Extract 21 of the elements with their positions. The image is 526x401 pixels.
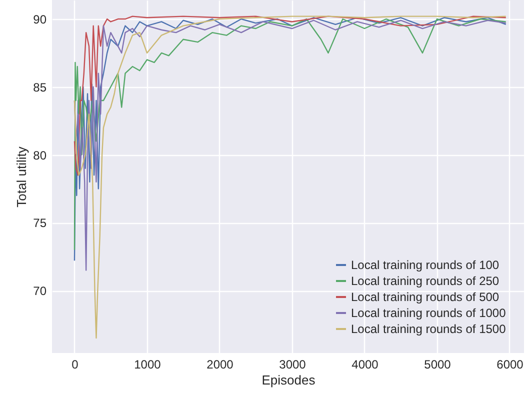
x-tick-label: 4000	[352, 358, 379, 372]
x-tick-label: 1000	[134, 358, 162, 372]
x-axis-title: Episodes	[262, 372, 316, 388]
y-tick-label: 80	[33, 148, 47, 162]
y-tick-label: 90	[33, 12, 47, 27]
y-tick-label: 75	[33, 216, 47, 230]
y-tick-label: 70	[33, 284, 47, 298]
line-series	[74, 16, 506, 176]
y-tick-label: 85	[33, 80, 47, 94]
line-series	[74, 16, 506, 339]
legend-label: Local training rounds of 100	[351, 258, 500, 272]
x-tick-label: 5000	[424, 358, 452, 372]
x-tick-label: 6000	[496, 358, 524, 372]
legend-label: Local training rounds of 1500	[351, 322, 506, 336]
y-axis-title: Total utility	[14, 146, 30, 208]
legend-label: Local training rounds of 500	[351, 290, 500, 304]
legend-label: Local training rounds of 250	[351, 274, 500, 288]
legend-label: Local training rounds of 1000	[351, 306, 506, 320]
x-tick-label: 2000	[206, 358, 234, 372]
x-tick-label: 3000	[279, 358, 306, 372]
x-tick-label: 0	[72, 358, 79, 372]
